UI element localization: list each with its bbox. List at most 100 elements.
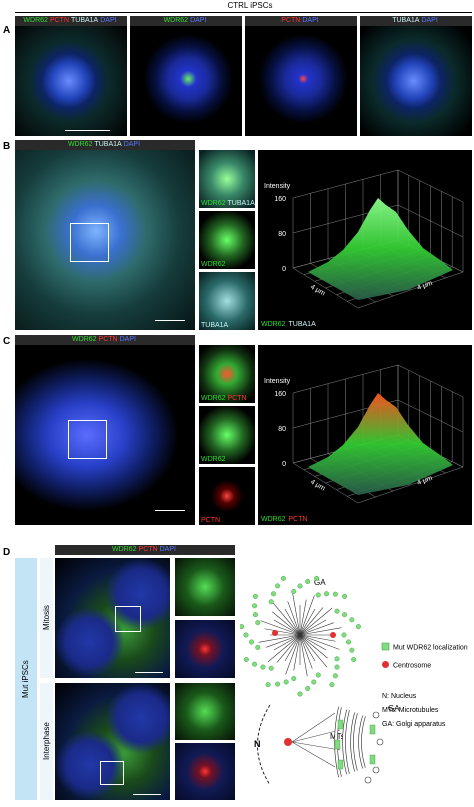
wdr62-dot — [349, 617, 355, 623]
grid-line — [357, 466, 464, 504]
caption-segment: DAPI — [159, 546, 176, 553]
wdr62-dot — [342, 612, 348, 618]
inset — [175, 558, 235, 616]
wdr62-dot — [268, 599, 274, 605]
wdr62-dot — [291, 676, 297, 682]
microtubule — [285, 634, 301, 675]
caption-segment: WDR62 — [201, 261, 226, 268]
grid-line — [292, 364, 399, 394]
scale-bar — [133, 794, 161, 795]
wdr62-dot — [243, 632, 249, 638]
microtubule — [260, 620, 301, 636]
vesicle — [376, 738, 384, 746]
wdr62-dot — [332, 591, 338, 597]
inset: WDR62 — [199, 211, 255, 269]
micrograph — [15, 26, 127, 136]
caption-segment: WDR62 — [261, 321, 286, 328]
microtubule — [299, 607, 324, 636]
wdr62-dot — [341, 632, 347, 638]
inset: TUBA1A — [199, 272, 255, 330]
caption-segment: TUBA1A — [71, 17, 99, 24]
panel-label: A — [3, 25, 11, 36]
inset-caption: TUBA1A — [201, 322, 230, 329]
microtubule — [264, 628, 301, 636]
z-tick-label: 0 — [282, 461, 286, 468]
vesicle — [372, 711, 380, 719]
wdr62-dot — [305, 579, 311, 585]
title-rule — [15, 12, 472, 13]
grid-line — [397, 169, 464, 203]
wdr62-patch — [337, 719, 344, 730]
schematic: GA GA N MTs Mut WDR62 localizationCentro… — [240, 575, 468, 786]
roi-box — [68, 420, 107, 459]
caption-segment: DAPI — [421, 17, 438, 24]
wdr62-dot — [248, 639, 254, 645]
microtubule — [299, 634, 336, 642]
grid-line — [292, 169, 399, 199]
z-tick-label: 160 — [274, 196, 286, 203]
wdr62-dot — [255, 620, 261, 626]
grid-line — [397, 204, 464, 238]
wdr62-dot — [252, 593, 258, 599]
roi-box — [100, 761, 124, 785]
scale-bar — [155, 510, 185, 511]
microtubule — [273, 619, 301, 636]
caption-segment: DAPI — [123, 141, 141, 148]
wdr62-dot — [323, 591, 329, 597]
microtubule — [291, 741, 341, 751]
panel-label: C — [3, 336, 11, 347]
caption-segment: WDR62 — [72, 336, 97, 343]
wdr62-dot — [315, 592, 321, 598]
caption-segment: DAPI — [302, 17, 319, 24]
wdr62-dot — [334, 664, 340, 670]
wdr62-dot — [255, 644, 261, 650]
wdr62-dot — [265, 682, 271, 688]
microtubule — [287, 601, 301, 636]
caption-segment: PCTN — [281, 17, 301, 24]
grid-line — [397, 399, 464, 433]
figure-title: CTRL iPSCs — [227, 1, 273, 10]
microtubule — [299, 634, 316, 662]
wdr62-dot — [283, 679, 289, 685]
microtubule — [299, 634, 327, 651]
microtubule — [258, 634, 301, 643]
legend-swatch — [381, 642, 390, 651]
centrosome — [330, 632, 336, 638]
inset-caption: PCTN — [201, 517, 222, 524]
microtubule — [292, 593, 301, 636]
wdr62-dot — [349, 647, 355, 653]
microtubule — [272, 611, 301, 636]
microtubule — [299, 607, 333, 636]
wdr62-dot — [329, 682, 335, 688]
microtubule — [299, 595, 315, 636]
legend-label: Centrosome — [393, 663, 431, 670]
wdr62-dot — [315, 672, 321, 678]
microtubule — [299, 634, 308, 677]
grid-line — [357, 271, 464, 309]
caption-segment: DAPI — [100, 17, 117, 24]
microtubule — [299, 634, 328, 659]
wdr62-dot — [252, 603, 258, 609]
channel-caption: WDR62 PCTN DAPI — [55, 545, 235, 555]
caption-segment: WDR62 — [23, 17, 48, 24]
wdr62-dot — [332, 673, 338, 679]
z-tick-label: 0 — [282, 266, 286, 273]
microtubule — [293, 634, 301, 671]
legend-note: MTs: Microtubules — [382, 707, 439, 714]
vesicle — [364, 776, 372, 784]
caption-segment: WDR62 — [261, 516, 286, 523]
wdr62-dot — [314, 575, 320, 581]
inset-caption: WDR62 PCTN — [201, 395, 249, 402]
micrograph — [15, 345, 195, 525]
micrograph — [55, 558, 170, 678]
caption-segment: TUBA1A — [392, 17, 420, 24]
channel-caption: WDR62 TUBA1A DAPI — [15, 140, 195, 150]
wdr62-patch — [337, 759, 344, 770]
diagram-label: GA — [314, 578, 326, 587]
centrosome — [272, 630, 278, 636]
micrograph — [15, 150, 195, 330]
microtubule — [299, 634, 328, 668]
wdr62-dot — [297, 691, 303, 697]
